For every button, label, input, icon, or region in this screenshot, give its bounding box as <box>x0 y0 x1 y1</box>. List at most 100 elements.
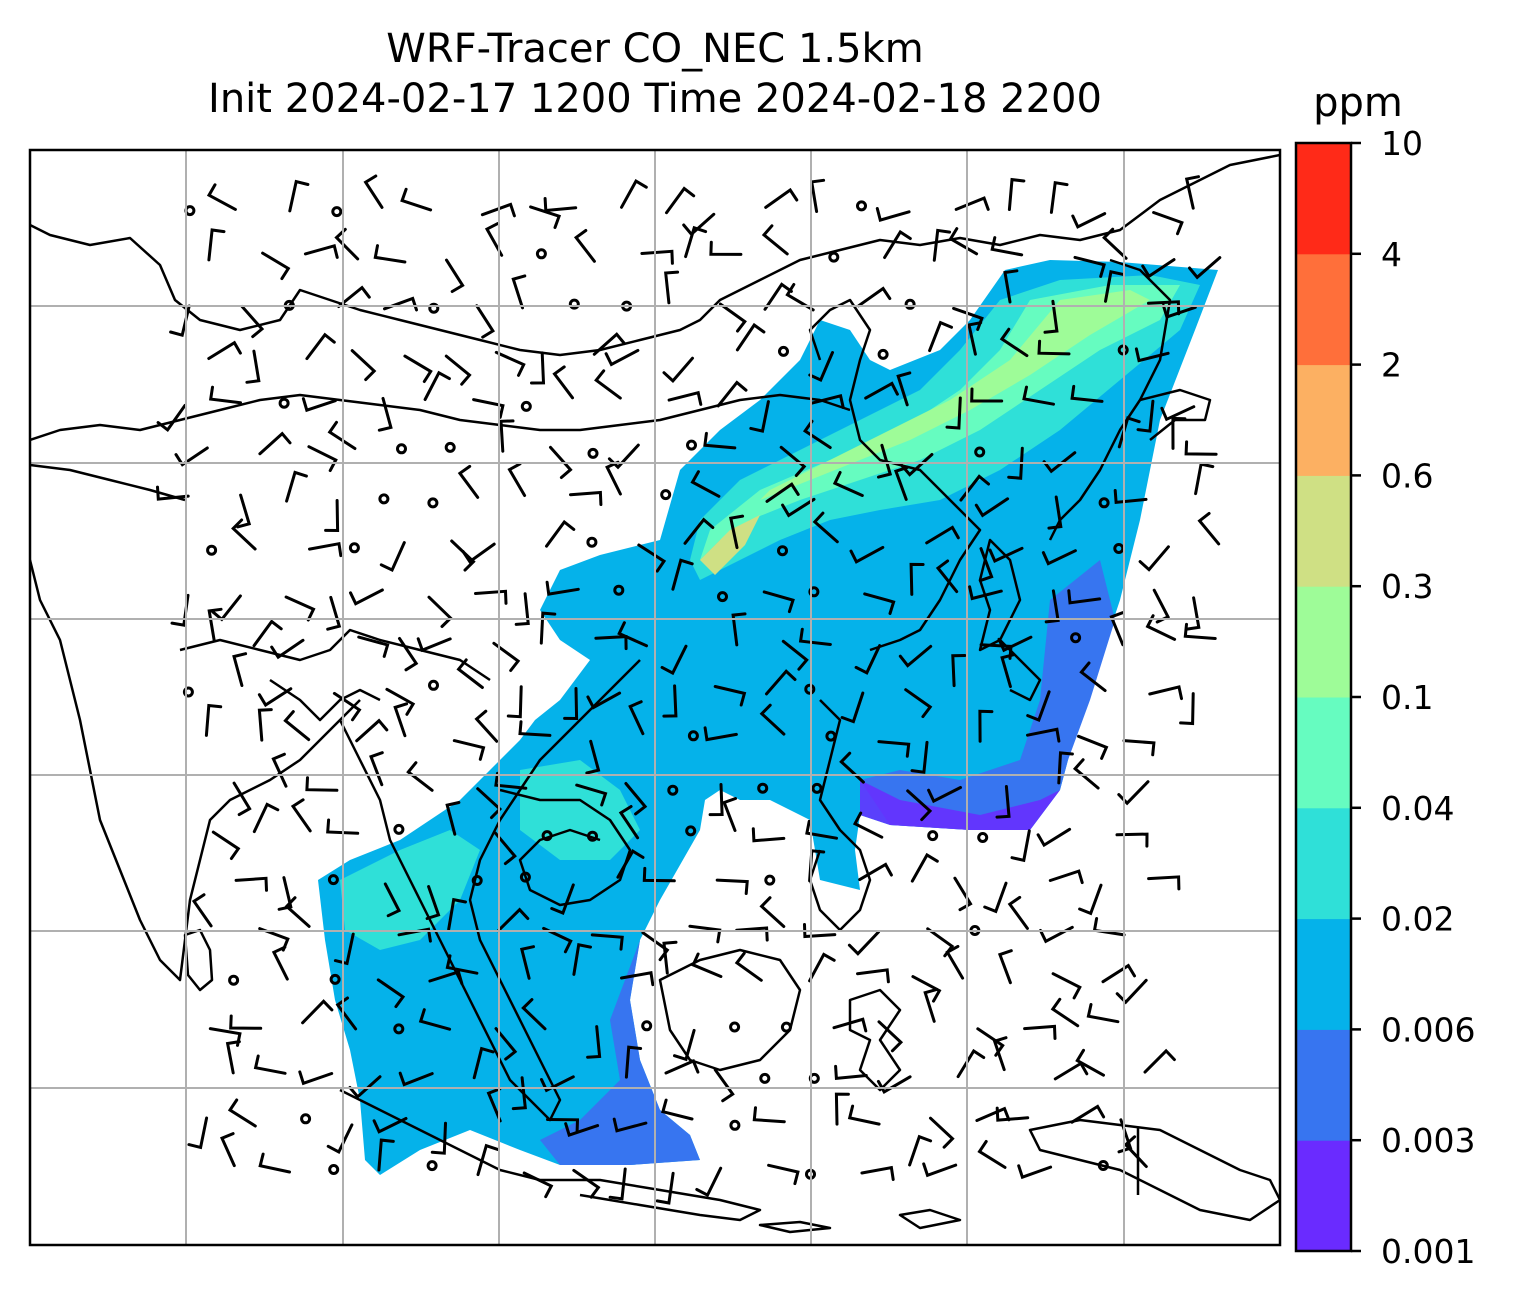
wind-calm-marker <box>717 591 728 603</box>
wind-barb <box>1022 385 1055 406</box>
wind-barb <box>284 595 316 622</box>
wind-barb <box>506 685 523 719</box>
wind-barb <box>327 420 357 450</box>
wind-barb <box>594 369 622 400</box>
wind-barb <box>258 1152 291 1174</box>
wind-barb <box>444 354 472 386</box>
wind-calm-marker <box>520 400 532 412</box>
wind-barb <box>211 830 241 860</box>
wind-barb <box>978 709 994 743</box>
wind-barb <box>832 471 864 497</box>
wind-barb <box>219 1132 236 1168</box>
wind-barb <box>992 1036 1008 1072</box>
wind-barb <box>334 227 360 261</box>
wind-calm-marker <box>977 832 989 843</box>
wind-calm-marker <box>811 782 823 794</box>
wind-barb <box>1147 300 1181 316</box>
coastline-new-guinea <box>1028 1118 1280 1222</box>
wind-barb <box>857 286 892 308</box>
wind-calm-marker <box>393 823 405 835</box>
wind-barb <box>935 559 959 594</box>
wind-calm-marker <box>877 348 889 360</box>
wind-barb <box>261 251 291 281</box>
coastline-sulawesi <box>848 988 902 1092</box>
wind-barb <box>805 819 838 840</box>
wind-barb <box>695 1166 723 1198</box>
wind-barb <box>406 761 434 792</box>
wind-barb <box>1136 399 1155 433</box>
wind-barb <box>1050 997 1080 1028</box>
wind-barb <box>834 1092 850 1126</box>
wind-calm-marker <box>182 686 194 698</box>
wind-barb <box>1051 972 1082 1000</box>
wind-barb <box>208 385 242 405</box>
wind-barb <box>832 1017 868 1033</box>
wind-barb <box>174 446 209 467</box>
wind-barb <box>662 356 694 384</box>
wind-barb <box>1092 917 1126 937</box>
wind-barb <box>1071 212 1107 229</box>
wind-barb <box>722 797 737 832</box>
wind-barb <box>1079 661 1107 693</box>
colorbar-tick-label: 0.1 <box>1381 678 1433 717</box>
wind-barb <box>759 896 786 928</box>
wind-barb <box>1184 175 1200 210</box>
wind-barb <box>1134 347 1170 363</box>
wind-barb <box>1077 734 1109 760</box>
wind-barb <box>1115 832 1149 848</box>
colorbar-tick-label: 0.001 <box>1381 1232 1475 1271</box>
wind-barb <box>662 684 678 718</box>
wind-calm-marker <box>278 397 290 409</box>
wind-barb <box>911 975 942 1003</box>
wind-barb <box>1123 1135 1148 1168</box>
wind-barb <box>257 687 293 708</box>
wind-barb <box>761 224 789 256</box>
wind-barb <box>877 443 893 479</box>
wind-barb <box>1036 827 1072 848</box>
coastline-china-north <box>30 153 1280 357</box>
wind-barb <box>718 302 747 333</box>
wind-barb <box>456 658 484 689</box>
wind-barb <box>393 702 409 738</box>
gridlines <box>30 150 1280 1245</box>
wind-barb <box>608 1167 627 1201</box>
wind-barb <box>1049 180 1069 214</box>
wind-barb <box>607 443 640 470</box>
wind-barb <box>521 998 547 1031</box>
colorbar-tick-label: 0.04 <box>1381 789 1454 828</box>
wind-barb <box>494 1027 518 1061</box>
wind-barb <box>715 878 749 895</box>
wind-barb <box>355 718 389 743</box>
wind-barb <box>840 691 865 724</box>
wind-barb <box>764 187 799 209</box>
wind-calm-marker <box>780 1021 792 1033</box>
wind-barb <box>664 1059 700 1075</box>
wind-barb <box>1007 177 1026 211</box>
wind-calm-marker <box>393 1023 405 1035</box>
wind-barb <box>1183 622 1217 640</box>
wind-barb <box>997 949 1013 985</box>
wind-barb <box>810 393 845 409</box>
wind-barb <box>207 228 226 262</box>
wind-barb <box>877 740 911 758</box>
wind-barb <box>691 952 723 978</box>
wind-barb <box>494 831 517 866</box>
wind-barb <box>530 351 546 385</box>
wind-barb <box>324 499 340 533</box>
wind-barb <box>716 380 748 408</box>
wind-barb <box>995 1106 1030 1122</box>
wind-barb <box>1194 462 1215 496</box>
wind-calm-marker <box>471 875 483 886</box>
wind-barb <box>476 1143 500 1177</box>
wind-barb <box>1185 596 1201 631</box>
wind-barb <box>864 381 899 400</box>
map-area <box>30 150 1280 1245</box>
wind-barb <box>258 431 292 456</box>
wind-barb <box>1017 1164 1053 1180</box>
wind-barb <box>1007 446 1024 480</box>
wind-barb <box>472 398 505 419</box>
wind-barb <box>661 1098 694 1121</box>
wind-barb <box>372 1117 408 1134</box>
wind-calm-marker <box>328 1164 340 1175</box>
wind-barb <box>682 212 716 237</box>
